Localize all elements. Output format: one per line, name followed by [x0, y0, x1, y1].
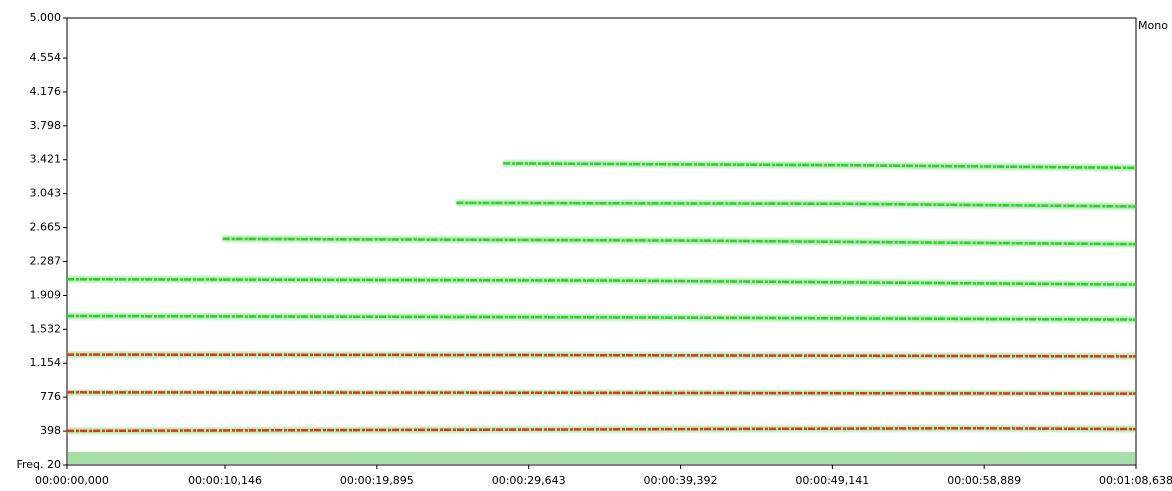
y-tick-label: 1.909 [30, 288, 62, 301]
page: {"chart_data": { "type": "spectrogram", … [0, 0, 1172, 491]
y-tick-label: 4.554 [30, 51, 62, 64]
harmonic-band [67, 392, 1136, 393]
y-tick-label: 1.154 [30, 356, 62, 369]
x-tick-label: 00:00:49,141 [795, 474, 869, 487]
x-tick-label: 00:00:19,895 [340, 474, 414, 487]
y-tick-label: 5.000 [30, 11, 62, 24]
y-tick-label: 776 [40, 390, 61, 403]
chart: Mono Freq. 20 398 776 1.154 1.532 1.909 2.287 2… [0, 0, 1172, 491]
y-tick-label: 3.043 [30, 187, 62, 200]
x-tick-label: 00:01:08,638 [1099, 474, 1172, 487]
y-tick-label: 4.176 [30, 85, 62, 98]
y-tick-label: Freq. 20 [16, 458, 61, 471]
x-tick-label: 00:00:39,392 [644, 474, 718, 487]
y-tick-label: 1.532 [30, 322, 62, 335]
x-tick-label: 00:00:00,000 [35, 474, 109, 487]
x-tick-label: 00:00:10,146 [188, 474, 262, 487]
y-tick-label: 398 [40, 424, 61, 437]
x-tick-label: 00:00:58,889 [947, 474, 1021, 487]
y-tick-label: 3.421 [30, 153, 62, 166]
noise-floor [68, 452, 1135, 464]
y-tick-label: 2.665 [30, 221, 62, 234]
channel-label: Mono [1138, 19, 1168, 32]
y-tick-label: 3.798 [30, 119, 62, 132]
y-tick-label: 2.287 [30, 255, 62, 268]
x-tick-label: 00:00:29,643 [492, 474, 566, 487]
